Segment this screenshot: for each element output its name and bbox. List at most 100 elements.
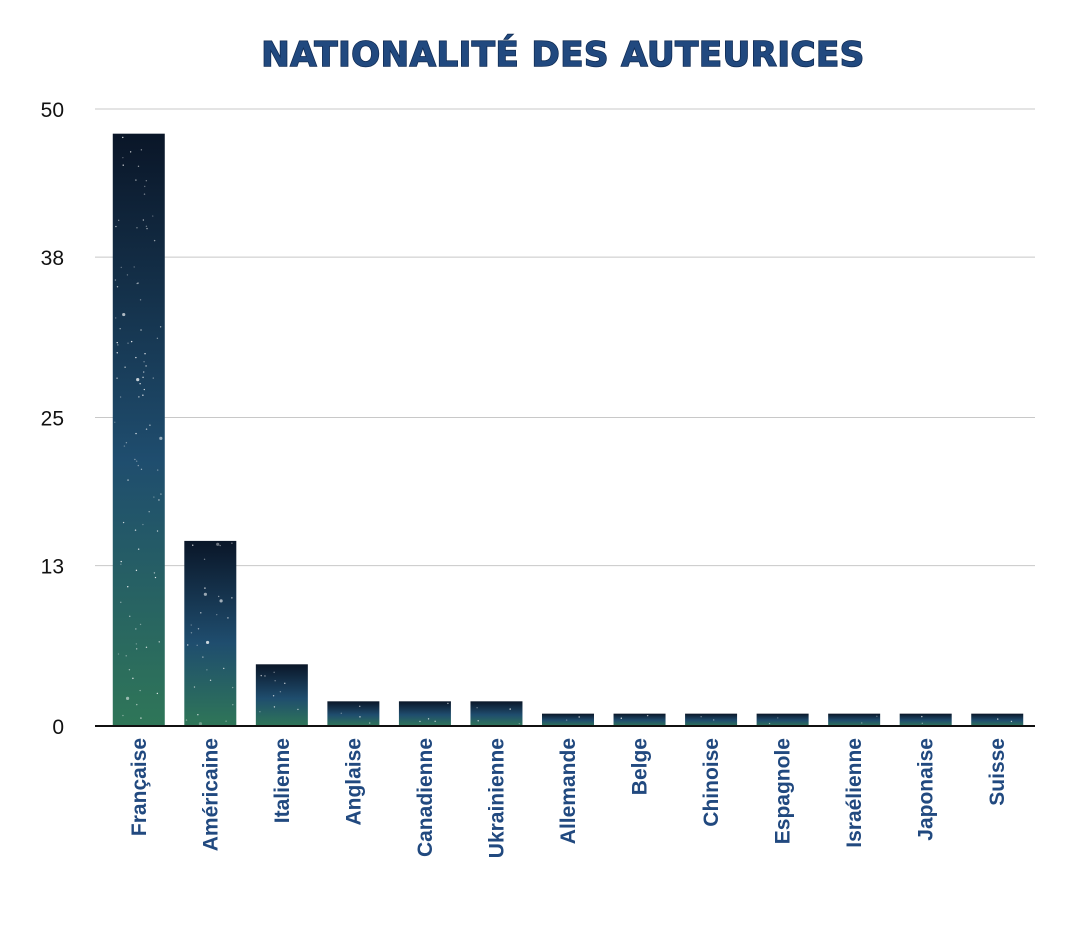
star-dot [135, 569, 138, 572]
star-dot [279, 691, 282, 693]
y-tick-label: 38 [41, 247, 64, 270]
x-tick-label: Française [128, 738, 151, 836]
star-dot [135, 179, 137, 181]
star-dot [156, 692, 159, 695]
star-dot [142, 219, 145, 221]
x-tick-label: Américaine [199, 738, 222, 851]
x-tick-label: Anglaise [342, 738, 365, 826]
star-dot [143, 388, 146, 391]
star-dot [129, 151, 132, 153]
star-dot [127, 342, 129, 344]
star-dot [140, 149, 143, 151]
x-tick-label: Belge [629, 738, 652, 795]
star-dot [116, 352, 118, 354]
x-tick-label: Suisse [986, 738, 1009, 806]
star-dot [135, 460, 138, 462]
star-dot [139, 623, 142, 626]
bar-5 [470, 701, 523, 726]
star-dot [135, 643, 138, 645]
star-dot [143, 193, 146, 195]
star-dot [144, 185, 146, 188]
bar-0 [112, 133, 165, 726]
bar-starfield [114, 136, 1013, 726]
star-dot [509, 708, 511, 710]
star-dot [145, 428, 148, 430]
star-dot [139, 299, 142, 301]
star-dot [434, 720, 436, 723]
star-dot [565, 719, 568, 721]
star-dot [135, 356, 137, 359]
star-dot [120, 601, 122, 604]
star-dot [203, 558, 206, 560]
star-dot [148, 511, 150, 513]
star-dot [114, 421, 116, 423]
star-dot [476, 707, 478, 709]
y-tick-label: 13 [41, 556, 64, 579]
star-dot [128, 668, 131, 671]
star-dot [120, 563, 122, 565]
star-dot [160, 493, 162, 495]
star-dot [198, 722, 203, 726]
y-axis-ticks: 0 13 25 38 50 [41, 99, 64, 739]
star-dot [135, 432, 137, 435]
star-dot [125, 442, 128, 444]
y-tick-label: 0 [52, 716, 64, 739]
star-dot [122, 156, 124, 159]
star-dot [225, 720, 227, 722]
star-dot [159, 436, 163, 440]
star-dot [272, 695, 275, 697]
star-dot [136, 282, 138, 285]
star-dot [145, 180, 148, 182]
star-dot [158, 499, 160, 501]
star-dot [264, 675, 266, 677]
star-dot [158, 641, 160, 643]
star-dot [126, 274, 129, 276]
star-dot [187, 644, 189, 646]
star-dot [125, 696, 130, 700]
star-dot [205, 640, 210, 645]
star-dot [190, 632, 193, 634]
star-dot [149, 424, 151, 426]
star-dot [274, 680, 276, 682]
star-dot [369, 722, 371, 724]
bar-8 [685, 713, 738, 726]
star-dot [340, 712, 342, 715]
star-dot [209, 679, 212, 681]
bars [112, 133, 1024, 726]
star-dot [297, 708, 299, 711]
star-dot [152, 215, 154, 217]
star-dot [204, 587, 206, 589]
star-dot [219, 599, 223, 603]
star-dot [216, 542, 220, 546]
star-dot [153, 572, 156, 574]
star-dot [447, 702, 449, 705]
bar-1 [184, 540, 237, 726]
star-dot [152, 377, 154, 379]
star-dot [124, 366, 126, 368]
star-dot [122, 714, 124, 717]
star-dot [117, 344, 119, 346]
star-dot [284, 682, 286, 685]
star-dot [185, 719, 188, 721]
star-dot [700, 715, 702, 718]
star-dot [217, 595, 220, 598]
bar-11 [899, 713, 952, 726]
star-dot [190, 624, 192, 626]
star-dot [119, 328, 121, 330]
x-tick-label: Chinoise [700, 738, 723, 827]
star-dot [216, 613, 218, 616]
star-dot [137, 464, 140, 467]
star-dot [115, 225, 117, 228]
star-dot [137, 548, 140, 550]
x-tick-label: Espagnole [772, 738, 795, 844]
bar-12 [971, 713, 1024, 726]
bar-3 [327, 701, 380, 726]
star-dot [122, 521, 125, 524]
star-dot [273, 671, 275, 674]
star-dot [427, 718, 430, 720]
star-dot [768, 722, 771, 725]
gridlines [95, 108, 1035, 567]
star-dot [260, 674, 262, 677]
x-tick-label: Ukrainienne [485, 738, 508, 858]
